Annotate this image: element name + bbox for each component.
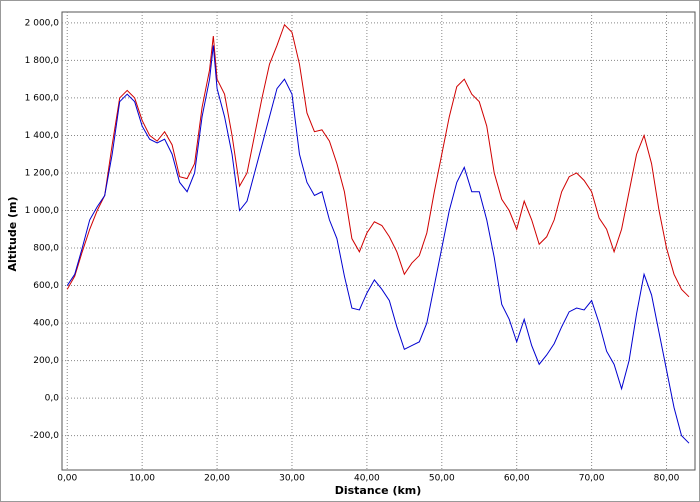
plot-area [61, 11, 696, 471]
line-series [66, 23, 690, 298]
y-tick-label: 1 600,0 [25, 93, 60, 103]
y-tick-label: 2 000,0 [25, 18, 60, 28]
x-tick-label: 20,00 [204, 474, 230, 484]
y-tick-label: 1 200,0 [25, 168, 60, 178]
x-tick-label: 0,00 [57, 474, 77, 484]
x-tick-label: 70,00 [579, 474, 605, 484]
y-tick-label: 800,0 [33, 244, 59, 254]
y-tick-label: 200,0 [33, 356, 59, 366]
y-tick-label: 1 000,0 [25, 206, 60, 216]
y-tick-label: 1 400,0 [25, 131, 60, 141]
x-axis-label: Distance (km) [335, 484, 422, 497]
y-tick-label: 400,0 [33, 319, 59, 329]
y-axis-label: Altitude (m) [6, 196, 19, 271]
line-series [66, 45, 690, 444]
y-tick-label: 600,0 [33, 281, 59, 291]
y-tick-label: 0,0 [45, 394, 60, 404]
x-tick-label: 60,00 [504, 474, 530, 484]
x-tick-label: 30,00 [279, 474, 305, 484]
y-tick-label: -200,0 [30, 431, 59, 441]
x-tick-label: 10,00 [129, 474, 155, 484]
x-tick-label: 80,00 [654, 474, 680, 484]
x-tick-label: 50,00 [429, 474, 455, 484]
y-tick-label: 1 800,0 [25, 56, 60, 66]
x-tick-label: 40,00 [354, 474, 380, 484]
